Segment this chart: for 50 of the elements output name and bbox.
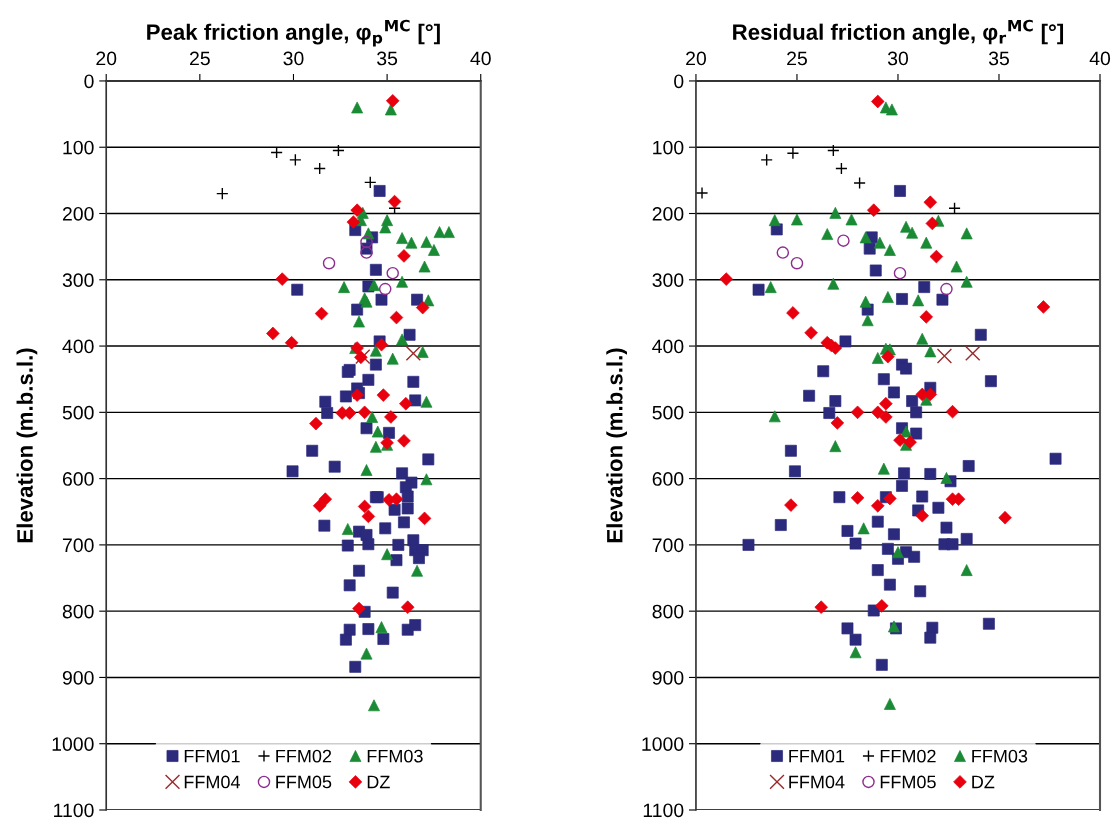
y-tick-label: 1000: [52, 737, 94, 751]
legend-label: FFM04: [789, 775, 845, 789]
y-tick-label: 200: [62, 206, 94, 221]
y-tick-label: 1100: [54, 803, 94, 818]
x-tick-label: 20: [686, 51, 707, 66]
y-tick-label: 500: [62, 405, 94, 420]
x-axis-title: Residual friction angle, φ$_{r}$$^{MC}$ [°]: [733, 19, 1064, 45]
legend-label: FFM04: [184, 775, 240, 789]
y-tick-label: 800: [62, 604, 94, 619]
y-axis-title: Elevation (m.b.s.l.): [606, 348, 628, 543]
legend-label: FFM03: [367, 749, 423, 763]
y-tick-label: 800: [652, 604, 684, 619]
y-tick-label: 200: [652, 206, 684, 221]
y-tick-label: 700: [652, 538, 684, 553]
y-tick-label: 100: [653, 140, 684, 155]
legend-label: FFM01: [789, 749, 845, 763]
x-tick-label: 35: [988, 51, 1009, 66]
legend-label: DZ: [972, 775, 995, 789]
x-tick-label: 30: [283, 51, 304, 66]
y-tick-label: 400: [62, 339, 94, 354]
y-tick-label: 100: [63, 140, 94, 155]
y-tick-label: 900: [62, 670, 94, 685]
legend-label: FFM05: [276, 775, 332, 789]
y-tick-label: 500: [652, 405, 684, 420]
legend-label: FFM05: [880, 775, 936, 789]
y-tick-label: 900: [652, 670, 684, 685]
x-tick-label: 40: [1089, 51, 1111, 66]
legend-label: FFM02: [276, 749, 332, 763]
y-tick-label: 600: [62, 472, 94, 486]
y-tick-label: 0: [84, 74, 94, 89]
legend-label: FFM02: [880, 749, 936, 763]
x-axis-title: Peak friction angle, φ$_{p}$$^{MC}$ [°]: [147, 19, 440, 47]
x-tick-label: 30: [887, 51, 909, 66]
x-tick-label: 40: [470, 51, 491, 66]
legend-label: FFM03: [972, 749, 1028, 763]
x-tick-label: 20: [96, 51, 117, 66]
y-axis-title: Elevation (m.b.s.l.): [16, 348, 38, 543]
legend-label: DZ: [367, 775, 390, 789]
legend-label: FFM01: [184, 749, 240, 763]
y-tick-label: 600: [652, 472, 684, 486]
x-tick-label: 25: [787, 51, 807, 66]
x-tick-label: 35: [377, 51, 398, 66]
y-tick-label: 400: [652, 339, 684, 354]
y-tick-label: 300: [652, 273, 684, 288]
y-tick-label: 300: [62, 273, 94, 288]
y-tick-label: 1100: [643, 803, 684, 818]
y-tick-label: 700: [62, 538, 94, 553]
x-tick-label: 25: [190, 51, 210, 66]
y-tick-label: 0: [674, 74, 684, 89]
y-tick-label: 1000: [642, 737, 684, 751]
